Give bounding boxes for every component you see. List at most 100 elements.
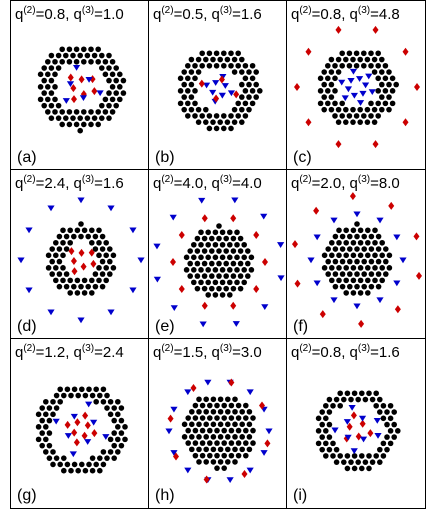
particle-charge2 bbox=[232, 321, 240, 327]
particle-charge3 bbox=[68, 247, 75, 256]
particle-charge1 bbox=[328, 94, 335, 100]
particle-charge1 bbox=[189, 434, 195, 440]
particle-charge1 bbox=[60, 239, 66, 246]
particle-charge1 bbox=[332, 271, 339, 277]
particle-charge1 bbox=[395, 428, 401, 434]
particle-charge1 bbox=[217, 459, 224, 465]
particle-charge1 bbox=[60, 277, 66, 284]
particle-charge1 bbox=[78, 283, 84, 290]
particle-charge1 bbox=[109, 84, 116, 90]
particle-charge1 bbox=[228, 402, 235, 409]
particle-charge1 bbox=[335, 119, 342, 125]
particle-charge1 bbox=[235, 452, 242, 459]
particle-charge1 bbox=[362, 459, 369, 465]
particle-charge1 bbox=[203, 434, 209, 440]
particle-charge2 bbox=[373, 417, 381, 424]
particle-charge1 bbox=[354, 258, 360, 265]
particle-charge1 bbox=[188, 81, 195, 88]
particle-charge1 bbox=[109, 96, 116, 103]
particle-charge1 bbox=[228, 125, 234, 132]
particle-charge1 bbox=[239, 434, 245, 440]
particle-charge1 bbox=[216, 285, 222, 292]
particle-charge2 bbox=[202, 82, 211, 89]
particle-charge1 bbox=[243, 415, 249, 421]
particle-charge1 bbox=[82, 467, 89, 474]
particle-charge1 bbox=[81, 277, 88, 284]
particle-charge2 bbox=[376, 297, 384, 304]
particle-charge1 bbox=[118, 430, 125, 436]
particle-charge3 bbox=[291, 240, 298, 249]
particle-charge1 bbox=[185, 75, 191, 82]
particle-charge1 bbox=[354, 246, 360, 252]
particle-charge1 bbox=[110, 252, 117, 259]
particle-charge1 bbox=[339, 283, 346, 290]
particle-charge1 bbox=[99, 52, 105, 59]
particle-charge1 bbox=[347, 283, 353, 290]
particle-charge2 bbox=[359, 90, 367, 97]
particle-charge1 bbox=[185, 62, 191, 69]
particle-charge2 bbox=[353, 211, 361, 218]
particle-charge1 bbox=[232, 446, 238, 453]
particle-charge1 bbox=[343, 56, 349, 63]
particle-charge1 bbox=[39, 430, 45, 436]
particle-charge1 bbox=[339, 233, 346, 240]
particle-charge1 bbox=[210, 396, 217, 403]
particle-charge1 bbox=[368, 258, 375, 265]
particle-charge1 bbox=[232, 434, 238, 440]
particle-charge2 bbox=[231, 197, 239, 204]
particle-charge1 bbox=[329, 277, 335, 284]
particle-charge1 bbox=[115, 449, 121, 455]
particle-charge3 bbox=[201, 214, 208, 223]
particle-charge1 bbox=[185, 427, 191, 434]
particle-charge1 bbox=[194, 285, 201, 292]
particle-charge1 bbox=[60, 265, 66, 271]
particle-charge1 bbox=[355, 459, 361, 465]
particle-charge1 bbox=[89, 455, 96, 461]
particle-configuration bbox=[153, 197, 285, 328]
particle-charge1 bbox=[354, 271, 360, 277]
particle-charge1 bbox=[221, 125, 227, 132]
particle-charge1 bbox=[209, 285, 215, 292]
particle-charge2 bbox=[47, 309, 55, 316]
panel-label: (i) bbox=[293, 487, 308, 504]
particle-charge1 bbox=[329, 265, 335, 271]
particle-charge1 bbox=[203, 396, 209, 403]
particle-charge1 bbox=[225, 434, 231, 440]
particle-charge1 bbox=[93, 386, 99, 393]
particle-charge1 bbox=[46, 417, 53, 424]
particle-charge1 bbox=[223, 235, 229, 242]
particle-charge1 bbox=[88, 58, 94, 65]
particle-charge1 bbox=[52, 58, 58, 65]
particle-charge1 bbox=[344, 390, 351, 397]
particle-charge2 bbox=[313, 280, 321, 287]
particle-charge2 bbox=[66, 81, 75, 87]
particle-charge1 bbox=[237, 235, 244, 242]
particle-charge1 bbox=[191, 241, 197, 248]
particle-charge1 bbox=[323, 402, 329, 409]
particle-charge1 bbox=[375, 258, 382, 265]
particle-charge1 bbox=[232, 421, 238, 428]
particle-charge1 bbox=[368, 62, 374, 69]
panel-i: q(2)=0.8, q(3)=1.6 (i) bbox=[286, 338, 426, 509]
particle-charge1 bbox=[225, 396, 231, 403]
particle-charge2 bbox=[77, 197, 85, 204]
particle-charge1 bbox=[386, 81, 392, 88]
particle-charge1 bbox=[221, 402, 227, 409]
particle-charge1 bbox=[48, 90, 55, 96]
particle-charge1 bbox=[335, 69, 342, 75]
particle-charge1 bbox=[187, 260, 193, 267]
particle-charge3 bbox=[71, 428, 78, 437]
particle-charge1 bbox=[56, 258, 63, 265]
particle-charge1 bbox=[234, 254, 240, 261]
particle-charge2 bbox=[226, 477, 234, 483]
particle-charge1 bbox=[96, 239, 102, 246]
particle-charge2 bbox=[350, 92, 358, 99]
particle-charge1 bbox=[68, 467, 74, 474]
particle-charge1 bbox=[332, 88, 338, 94]
particle-charge1 bbox=[52, 84, 58, 90]
particle-charge1 bbox=[373, 453, 379, 459]
particle-charge1 bbox=[214, 465, 220, 471]
particle-charge1 bbox=[235, 415, 242, 421]
particle-charge1 bbox=[66, 58, 73, 65]
